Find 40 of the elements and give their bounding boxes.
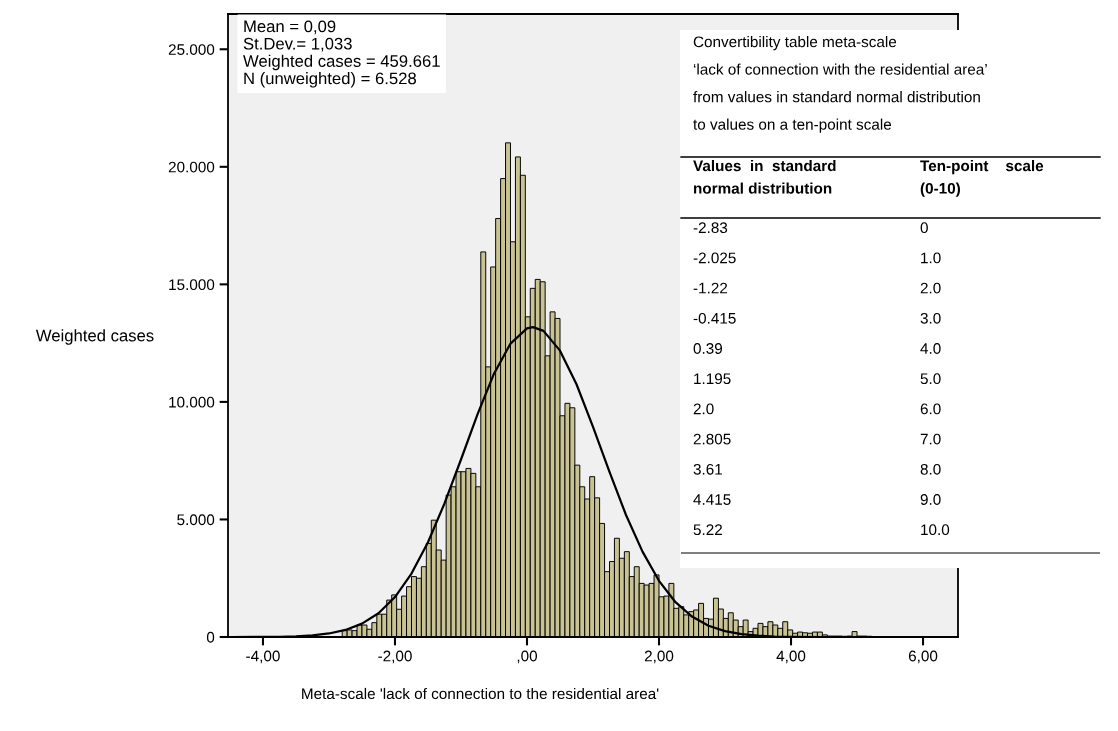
x-tick-label: ,00 <box>517 650 538 664</box>
annotation: -2.83 <box>693 222 728 234</box>
annotation: -1.22 <box>693 282 728 294</box>
annotation: 10.0 <box>921 524 950 536</box>
y-tick-label: 5.000 <box>177 514 215 526</box>
annotation: 3.0 <box>920 312 941 324</box>
annotation: Convertibility table meta-scale ‘lack of connection with the residential area’ from values in standard normal distribution to values on a ten-point scale <box>693 36 987 133</box>
x-tick-label: 6,00 <box>908 650 938 664</box>
annotation: 5.22 <box>693 524 722 536</box>
annotation: 0.39 <box>693 343 723 354</box>
y-tick-label: 25.000 <box>168 44 215 55</box>
x-tick-label: 2,00 <box>644 650 674 664</box>
annotation: 4.415 <box>693 494 731 505</box>
x-tick-label: -2,00 <box>378 650 412 664</box>
x-tick-label: -4,00 <box>246 650 280 664</box>
annotation: 2.0 <box>693 403 714 415</box>
y-axis-title: Weighted cases <box>35 329 154 345</box>
annotation: -0.415 <box>693 312 736 324</box>
y-tick-label: 0 <box>206 631 215 643</box>
annotation: 1.195 <box>694 373 731 385</box>
y-tick-label: 20.000 <box>168 161 215 173</box>
y-tick-label: 15.000 <box>169 279 215 291</box>
annotation: 5.0 <box>920 373 941 385</box>
annotation: 9.0 <box>920 494 941 505</box>
annotation: 2.0 <box>920 282 941 294</box>
annotation: 8.0 <box>920 463 941 475</box>
annotation: 1.0 <box>921 252 941 264</box>
annotation: Values in standard normal distribution <box>693 160 836 194</box>
annotation: Ten-point scale (0-10) <box>920 160 1044 197</box>
annotation: 6.0 <box>920 403 941 415</box>
annotation: 7.0 <box>920 433 941 445</box>
y-tick-label: 10.000 <box>169 396 215 408</box>
annotation: -2.025 <box>693 252 736 264</box>
annotation: 4.0 <box>920 343 941 354</box>
annotation: Mean = 0,09 St.Dev.= 1,033 Weighted cases = 459.661 N (unweighted) = 6.528 <box>243 20 440 88</box>
x-axis-title: Meta-scale 'lack of connection to the residential area' <box>302 687 659 700</box>
annotation: 2.805 <box>693 433 731 445</box>
x-tick-label: 4,00 <box>776 650 806 664</box>
annotation: 0 <box>920 222 928 234</box>
annotation: 3.61 <box>693 463 722 475</box>
